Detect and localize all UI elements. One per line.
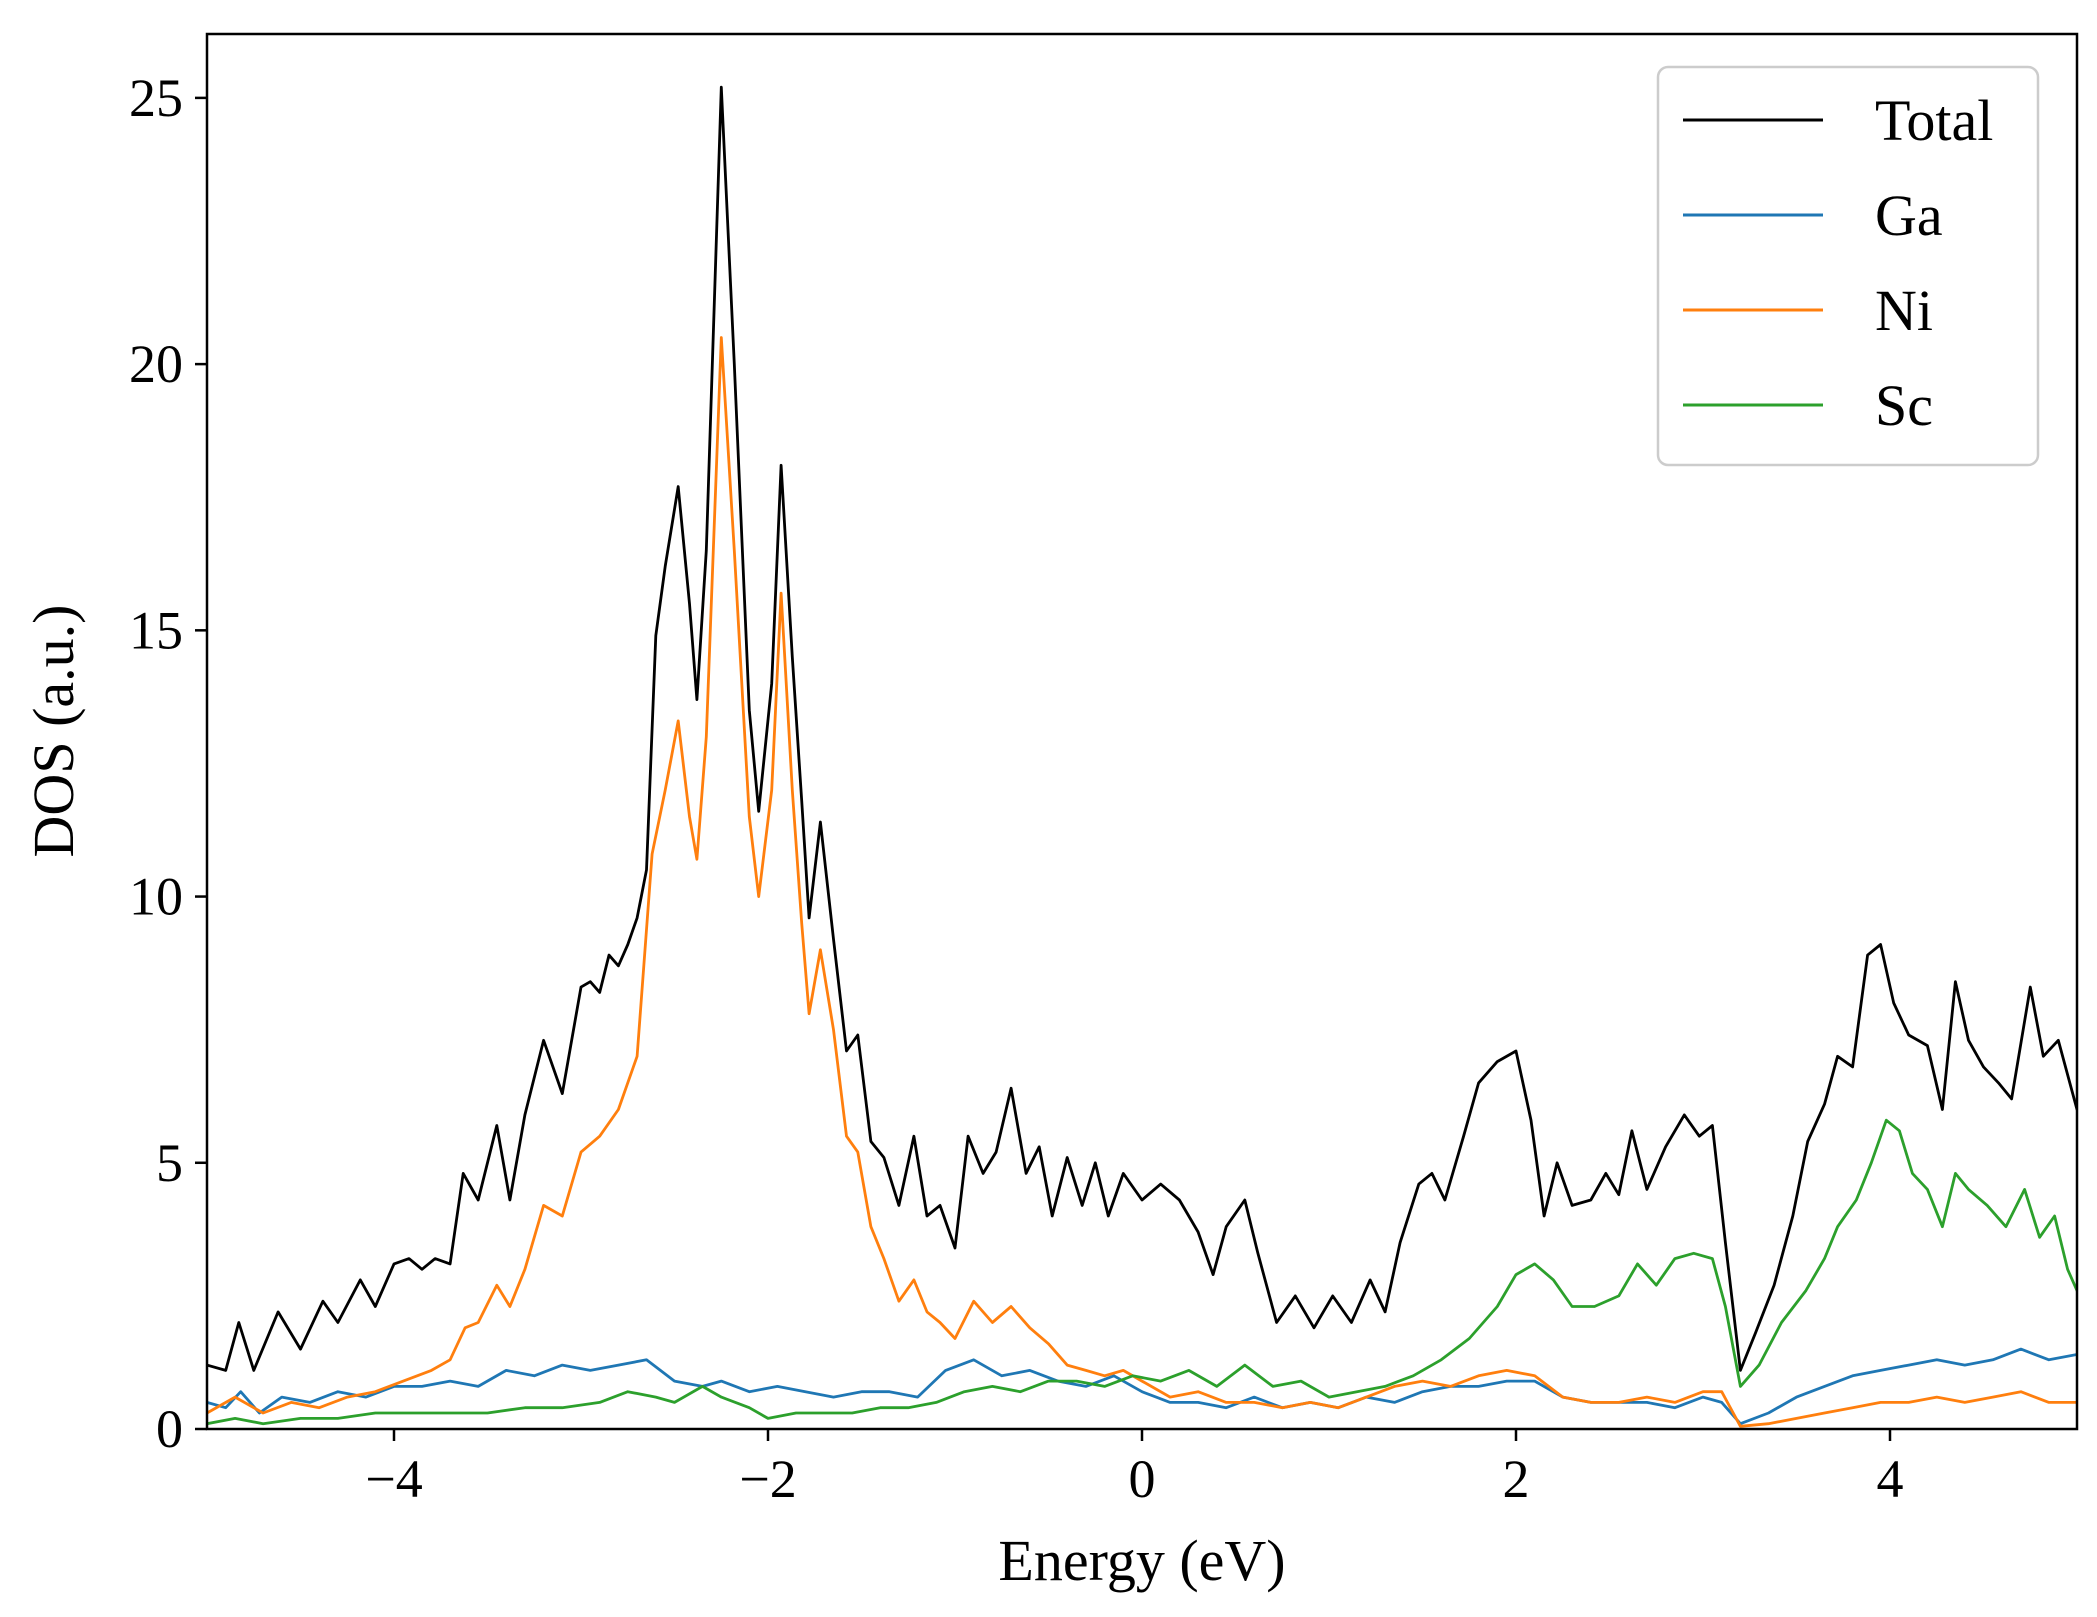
y-tick-label: 15 bbox=[129, 600, 183, 660]
series-layer bbox=[207, 85, 2077, 1428]
x-tick-label: 0 bbox=[1129, 1449, 1156, 1509]
series-line-ga bbox=[207, 1347, 2077, 1426]
series-line-ni bbox=[207, 336, 2077, 1428]
legend-label-sc: Sc bbox=[1875, 373, 1933, 438]
y-tick-label: 5 bbox=[156, 1133, 183, 1193]
legend-label-ga: Ga bbox=[1875, 183, 1943, 248]
y-tick-label: 10 bbox=[129, 867, 183, 927]
y-tick-label: 20 bbox=[129, 334, 183, 394]
legend-label-ni: Ni bbox=[1875, 278, 1933, 343]
plot-frame bbox=[205, 32, 2079, 1431]
x-axis-label: Energy (eV) bbox=[998, 1528, 1285, 1593]
x-tick-label: 2 bbox=[1503, 1449, 1530, 1509]
x-tick-label: −2 bbox=[739, 1449, 796, 1509]
y-tick-label: 25 bbox=[129, 68, 183, 128]
legend: Total Ga Ni Sc bbox=[1656, 65, 2040, 467]
legend-label-total: Total bbox=[1875, 88, 1993, 153]
x-tick-label: −4 bbox=[365, 1449, 422, 1509]
series-line-sc bbox=[207, 1118, 2077, 1426]
ticks-layer: −4 −2 0 2 4 0 5 10 15 20 25 bbox=[129, 68, 1904, 1509]
x-tick-label: 4 bbox=[1877, 1449, 1904, 1509]
legend-frame bbox=[1656, 65, 2040, 467]
y-tick-label: 0 bbox=[156, 1399, 183, 1459]
series-line-total bbox=[207, 85, 2077, 1372]
y-axis-label: DOS (a.u.) bbox=[21, 605, 86, 858]
